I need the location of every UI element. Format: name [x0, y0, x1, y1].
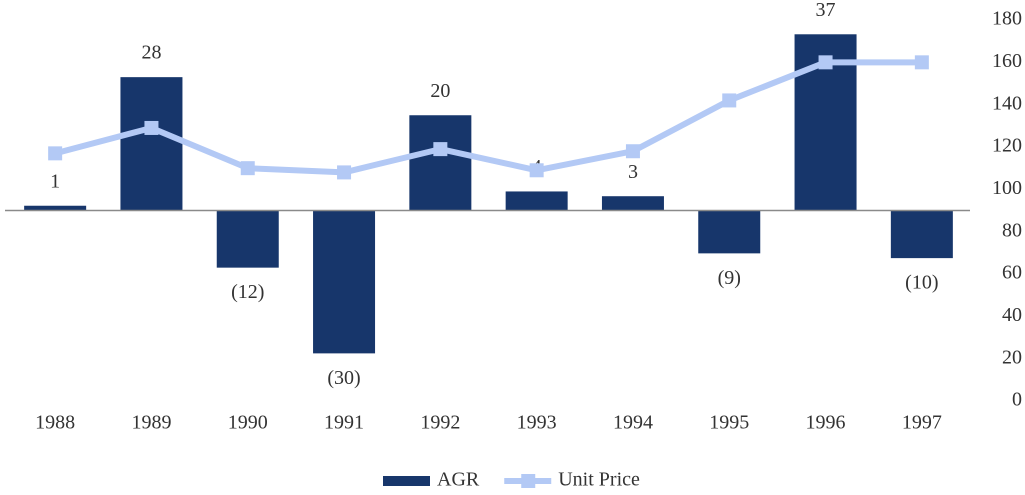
y2-tick-label: 140	[992, 92, 1022, 114]
bar	[698, 210, 761, 254]
marker	[529, 163, 544, 178]
y2-tick-label: 20	[1002, 346, 1022, 368]
x-tick-label: 1992	[420, 412, 460, 434]
data-label: (12)	[231, 281, 264, 303]
bar	[24, 205, 87, 211]
y2-tick-label: 180	[992, 8, 1022, 30]
data-label: (30)	[327, 367, 360, 389]
y2-tick-label: 40	[1002, 304, 1022, 326]
x-tick-label: 1993	[517, 412, 557, 434]
bar	[313, 210, 376, 354]
bar	[890, 210, 953, 259]
legend-label: AGR	[437, 469, 480, 491]
marker	[337, 165, 352, 180]
y2-tick-label: 0	[1012, 389, 1022, 411]
bar	[505, 191, 568, 211]
x-tick-label: 1995	[709, 412, 749, 434]
bar	[409, 115, 472, 211]
line	[54, 59, 922, 176]
data-label: 1	[50, 170, 60, 192]
y2-tick-label: 120	[992, 135, 1022, 157]
marker	[625, 144, 640, 159]
marker	[144, 120, 159, 135]
marker	[433, 142, 448, 157]
legend-swatch	[383, 476, 430, 486]
y2-tick-label: 100	[992, 177, 1022, 199]
data-label: 20	[430, 80, 450, 102]
data-label: 28	[141, 42, 161, 64]
data-label: (10)	[905, 272, 938, 294]
x-tick-label: 1990	[228, 412, 268, 434]
legend-label: Unit Price	[558, 469, 640, 491]
marker	[914, 55, 929, 70]
marker	[48, 146, 63, 161]
x-tick-label: 1996	[806, 412, 846, 434]
x-tick-label: 1989	[131, 412, 171, 434]
x-tick-label: 1994	[613, 412, 653, 434]
marker	[818, 55, 833, 70]
y2-tick-label: 60	[1002, 262, 1022, 284]
legend-swatch	[521, 474, 536, 488]
y2-tick-label: 160	[992, 50, 1022, 72]
y2-tick-label: 80	[1002, 219, 1022, 241]
bar	[216, 210, 279, 268]
bar	[601, 196, 664, 211]
bar	[120, 77, 183, 211]
x-tick-label: 1988	[35, 412, 75, 434]
x-tick-label: 1991	[324, 412, 364, 434]
marker	[722, 93, 737, 108]
x-tick-label: 1997	[902, 412, 942, 434]
data-label: (9)	[718, 267, 741, 289]
data-label: 37	[816, 0, 836, 21]
data-label: 3	[628, 161, 638, 183]
marker	[240, 161, 255, 176]
